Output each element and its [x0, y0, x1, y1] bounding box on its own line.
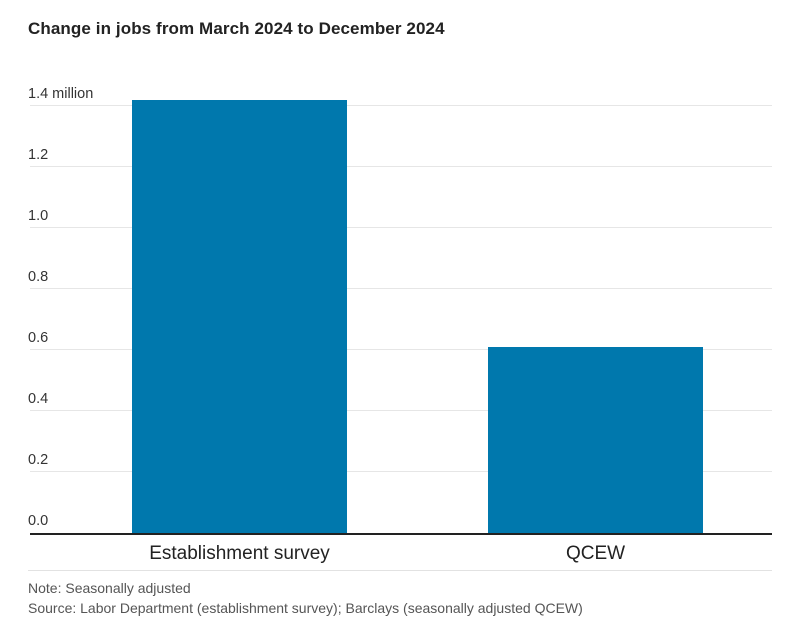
y-tick-label: 1.4 million	[28, 86, 94, 102]
chart-title: Change in jobs from March 2024 to Decemb…	[28, 19, 445, 38]
y-tick-label: 0.6	[28, 330, 49, 346]
y-tick-label: 0.2	[28, 452, 49, 468]
y-tick-label: 1.2	[28, 147, 49, 163]
y-tick-label: 0.4	[28, 391, 49, 407]
gridline	[30, 166, 772, 167]
y-tick-label: 1.0	[28, 208, 49, 224]
plot-area: 0.0 0.2 0.4 0.6 0.8 1.0 1.2 1.4 million Establis…	[28, 87, 772, 564]
x-category-label: QCEW	[565, 543, 626, 564]
bar-establishment-survey	[132, 99, 347, 533]
y-tick-label: 0.0	[28, 513, 49, 529]
gridline	[30, 471, 772, 472]
chart-note: Note: Seasonally adjusted	[28, 580, 191, 596]
x-category-label: Establishment survey	[149, 543, 330, 564]
bar-qcew	[488, 346, 703, 533]
y-tick-label: 0.8	[28, 269, 49, 285]
gridline	[30, 227, 772, 228]
chart-source: Source: Labor Department (establishment …	[28, 600, 583, 616]
chart-footer: Note: Seasonally adjusted Source: Labor …	[28, 570, 772, 618]
gridline	[30, 288, 772, 289]
gridline	[30, 105, 772, 106]
gridline	[30, 410, 772, 411]
gridline	[30, 349, 772, 350]
